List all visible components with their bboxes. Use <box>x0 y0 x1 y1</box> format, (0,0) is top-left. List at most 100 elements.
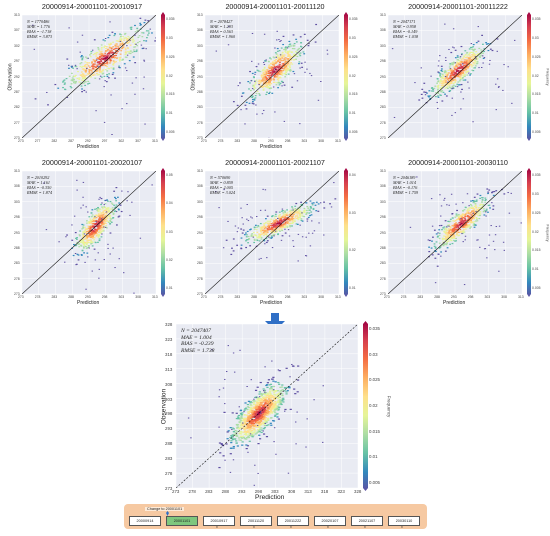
data-point <box>131 51 134 53</box>
data-point <box>471 206 474 208</box>
data-point <box>459 230 462 232</box>
data-point <box>98 50 101 52</box>
data-point <box>98 64 100 66</box>
data-point <box>99 225 102 227</box>
timeline-date-20000914[interactable]: 20000914 <box>129 516 161 526</box>
data-point <box>446 234 449 236</box>
data-point <box>460 108 462 110</box>
data-point <box>123 39 125 41</box>
data-point <box>456 61 458 63</box>
data-point <box>103 206 106 208</box>
x-axis-label: Prediction <box>77 300 100 306</box>
data-point <box>447 240 450 242</box>
data-point <box>296 379 300 381</box>
timeline-date-20030110[interactable]: 20030110 <box>388 516 420 526</box>
data-point <box>281 51 284 53</box>
data-point <box>471 216 474 218</box>
data-point <box>277 408 280 410</box>
data-point <box>461 233 463 235</box>
timeline-date-20021107[interactable]: 20021107 <box>351 516 383 526</box>
data-point <box>98 61 101 63</box>
data-point <box>254 389 258 391</box>
data-point <box>457 64 460 66</box>
data-point <box>276 47 279 50</box>
data-point <box>470 205 473 207</box>
data-point <box>296 211 299 213</box>
data-point <box>256 415 259 417</box>
data-point <box>476 239 478 241</box>
data-point <box>450 77 453 79</box>
data-point <box>99 58 102 61</box>
data-point <box>460 54 463 56</box>
data-point <box>266 227 269 230</box>
data-point <box>437 87 440 89</box>
data-point <box>306 68 308 70</box>
data-point <box>276 75 279 77</box>
data-point <box>252 422 256 425</box>
data-point <box>103 226 105 228</box>
timeline-date-20011222[interactable]: 20011222 <box>277 516 309 526</box>
data-point <box>242 422 244 424</box>
data-point <box>119 43 122 45</box>
data-point <box>95 214 98 216</box>
data-point <box>98 225 101 227</box>
data-point <box>271 396 274 398</box>
data-point <box>232 428 236 430</box>
timeline-date-20020107[interactable]: 20020107 <box>314 516 346 526</box>
data-point <box>428 90 431 92</box>
data-point <box>114 45 117 47</box>
data-point <box>84 228 87 230</box>
data-point <box>92 230 95 232</box>
data-point <box>462 210 464 212</box>
timeline-date-20011120[interactable]: 20011120 <box>240 516 272 526</box>
data-point <box>269 383 273 385</box>
data-point <box>449 63 452 65</box>
data-point <box>266 386 269 389</box>
data-point <box>459 56 462 58</box>
data-point <box>124 56 127 58</box>
data-point <box>91 74 94 76</box>
data-point <box>460 77 462 79</box>
data-point <box>288 54 291 56</box>
data-point <box>276 60 279 63</box>
timeline-date-20010917[interactable]: 20010917 <box>203 516 235 526</box>
data-point <box>298 209 300 211</box>
data-point <box>277 78 280 80</box>
data-point <box>323 201 325 203</box>
data-point <box>441 238 444 241</box>
data-point <box>496 78 499 80</box>
data-point <box>291 220 294 222</box>
data-point <box>326 53 329 55</box>
data-point <box>262 79 265 81</box>
data-point <box>290 209 293 211</box>
data-point <box>264 209 267 211</box>
data-point <box>251 420 254 422</box>
data-point <box>443 77 446 79</box>
data-point <box>473 215 476 217</box>
data-point <box>465 52 468 54</box>
data-point <box>118 60 121 62</box>
data-point <box>272 68 275 70</box>
data-point <box>256 403 260 405</box>
data-point <box>447 69 450 71</box>
data-point <box>100 224 103 226</box>
data-point <box>92 53 95 56</box>
data-point <box>268 388 272 390</box>
data-point <box>481 206 484 208</box>
stat-line: N = 2010292 <box>27 175 50 180</box>
data-point <box>121 190 123 192</box>
data-point <box>479 194 482 197</box>
data-point <box>239 423 242 425</box>
data-point <box>262 72 265 74</box>
data-point <box>464 206 467 208</box>
data-point <box>283 58 286 60</box>
data-point <box>416 176 418 178</box>
data-point <box>479 203 482 205</box>
data-point <box>295 421 297 423</box>
data-point <box>281 57 284 59</box>
timeline-date-20001101[interactable]: 20001101 <box>166 516 198 526</box>
x-tick-label: 303 <box>301 295 308 299</box>
data-point <box>453 66 456 68</box>
data-point <box>285 213 288 215</box>
data-point <box>277 71 280 73</box>
